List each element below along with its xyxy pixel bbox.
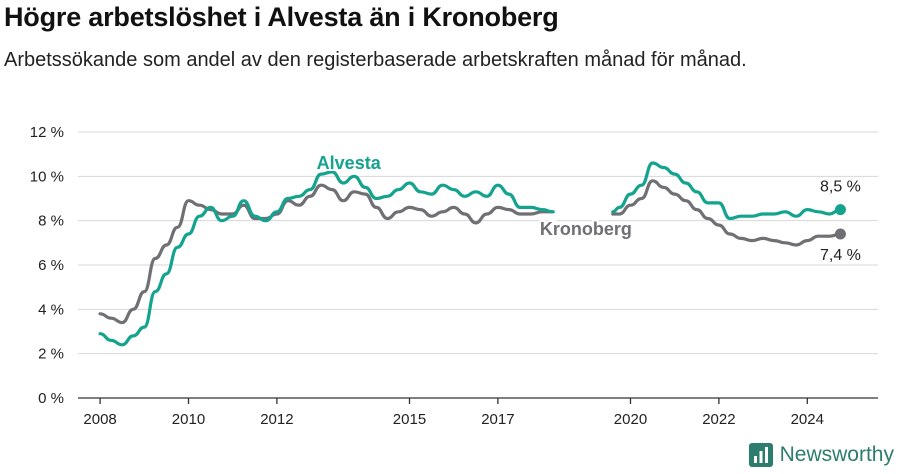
y-tick-label: 6 % <box>38 257 64 274</box>
y-tick-label: 12 % <box>30 124 64 141</box>
x-tick-label: 2020 <box>614 411 647 428</box>
newsworthy-logo: Newsworthy <box>748 442 894 468</box>
y-tick-label: 8 % <box>38 213 64 230</box>
x-tick-label: 2022 <box>702 411 735 428</box>
y-axis-ticks: 0 % 2 % 4 % 6 % 8 % 10 % 12 % <box>30 124 64 407</box>
y-tick-label: 2 % <box>38 346 64 363</box>
y-tick-label: 0 % <box>38 390 64 407</box>
end-value-kronoberg: 7,4 % <box>820 247 861 264</box>
y-tick-label: 4 % <box>38 301 64 318</box>
x-tick-label: 2010 <box>172 411 205 428</box>
y-tick-label: 10 % <box>30 168 64 185</box>
chart-subtitle: Arbetssökande som andel av den registerb… <box>4 49 747 71</box>
grid-lines <box>78 131 878 355</box>
x-axis: 2008 2010 2012 2015 2017 2020 2022 2024 <box>78 397 878 428</box>
x-tick-label: 2017 <box>481 411 514 428</box>
endpoint-alvesta <box>834 204 846 216</box>
series-line-kronoberg <box>611 179 842 247</box>
series-label-alvesta: Alvesta <box>317 153 382 173</box>
chart-title: Högre arbetslöshet i Alvesta än i Kronob… <box>4 2 559 32</box>
series-line-alvesta <box>611 161 842 221</box>
x-tick-label: 2024 <box>791 411 824 428</box>
brand-name: Newsworthy <box>779 443 894 466</box>
newsworthy-logo-icon <box>748 443 773 467</box>
series-line-alvesta <box>98 170 555 347</box>
series-label-kronoberg: Kronoberg <box>540 219 632 239</box>
x-tick-label: 2008 <box>83 411 116 428</box>
series-labels: Alvesta Kronoberg 8,5 % 7,4 % <box>315 151 861 264</box>
end-value-alvesta: 8,5 % <box>820 179 861 196</box>
endpoint-kronoberg <box>834 228 846 240</box>
x-tick-label: 2015 <box>393 411 426 428</box>
series-lines <box>98 161 846 347</box>
series-line-kronoberg <box>98 183 555 325</box>
x-tick-label: 2012 <box>260 411 293 428</box>
